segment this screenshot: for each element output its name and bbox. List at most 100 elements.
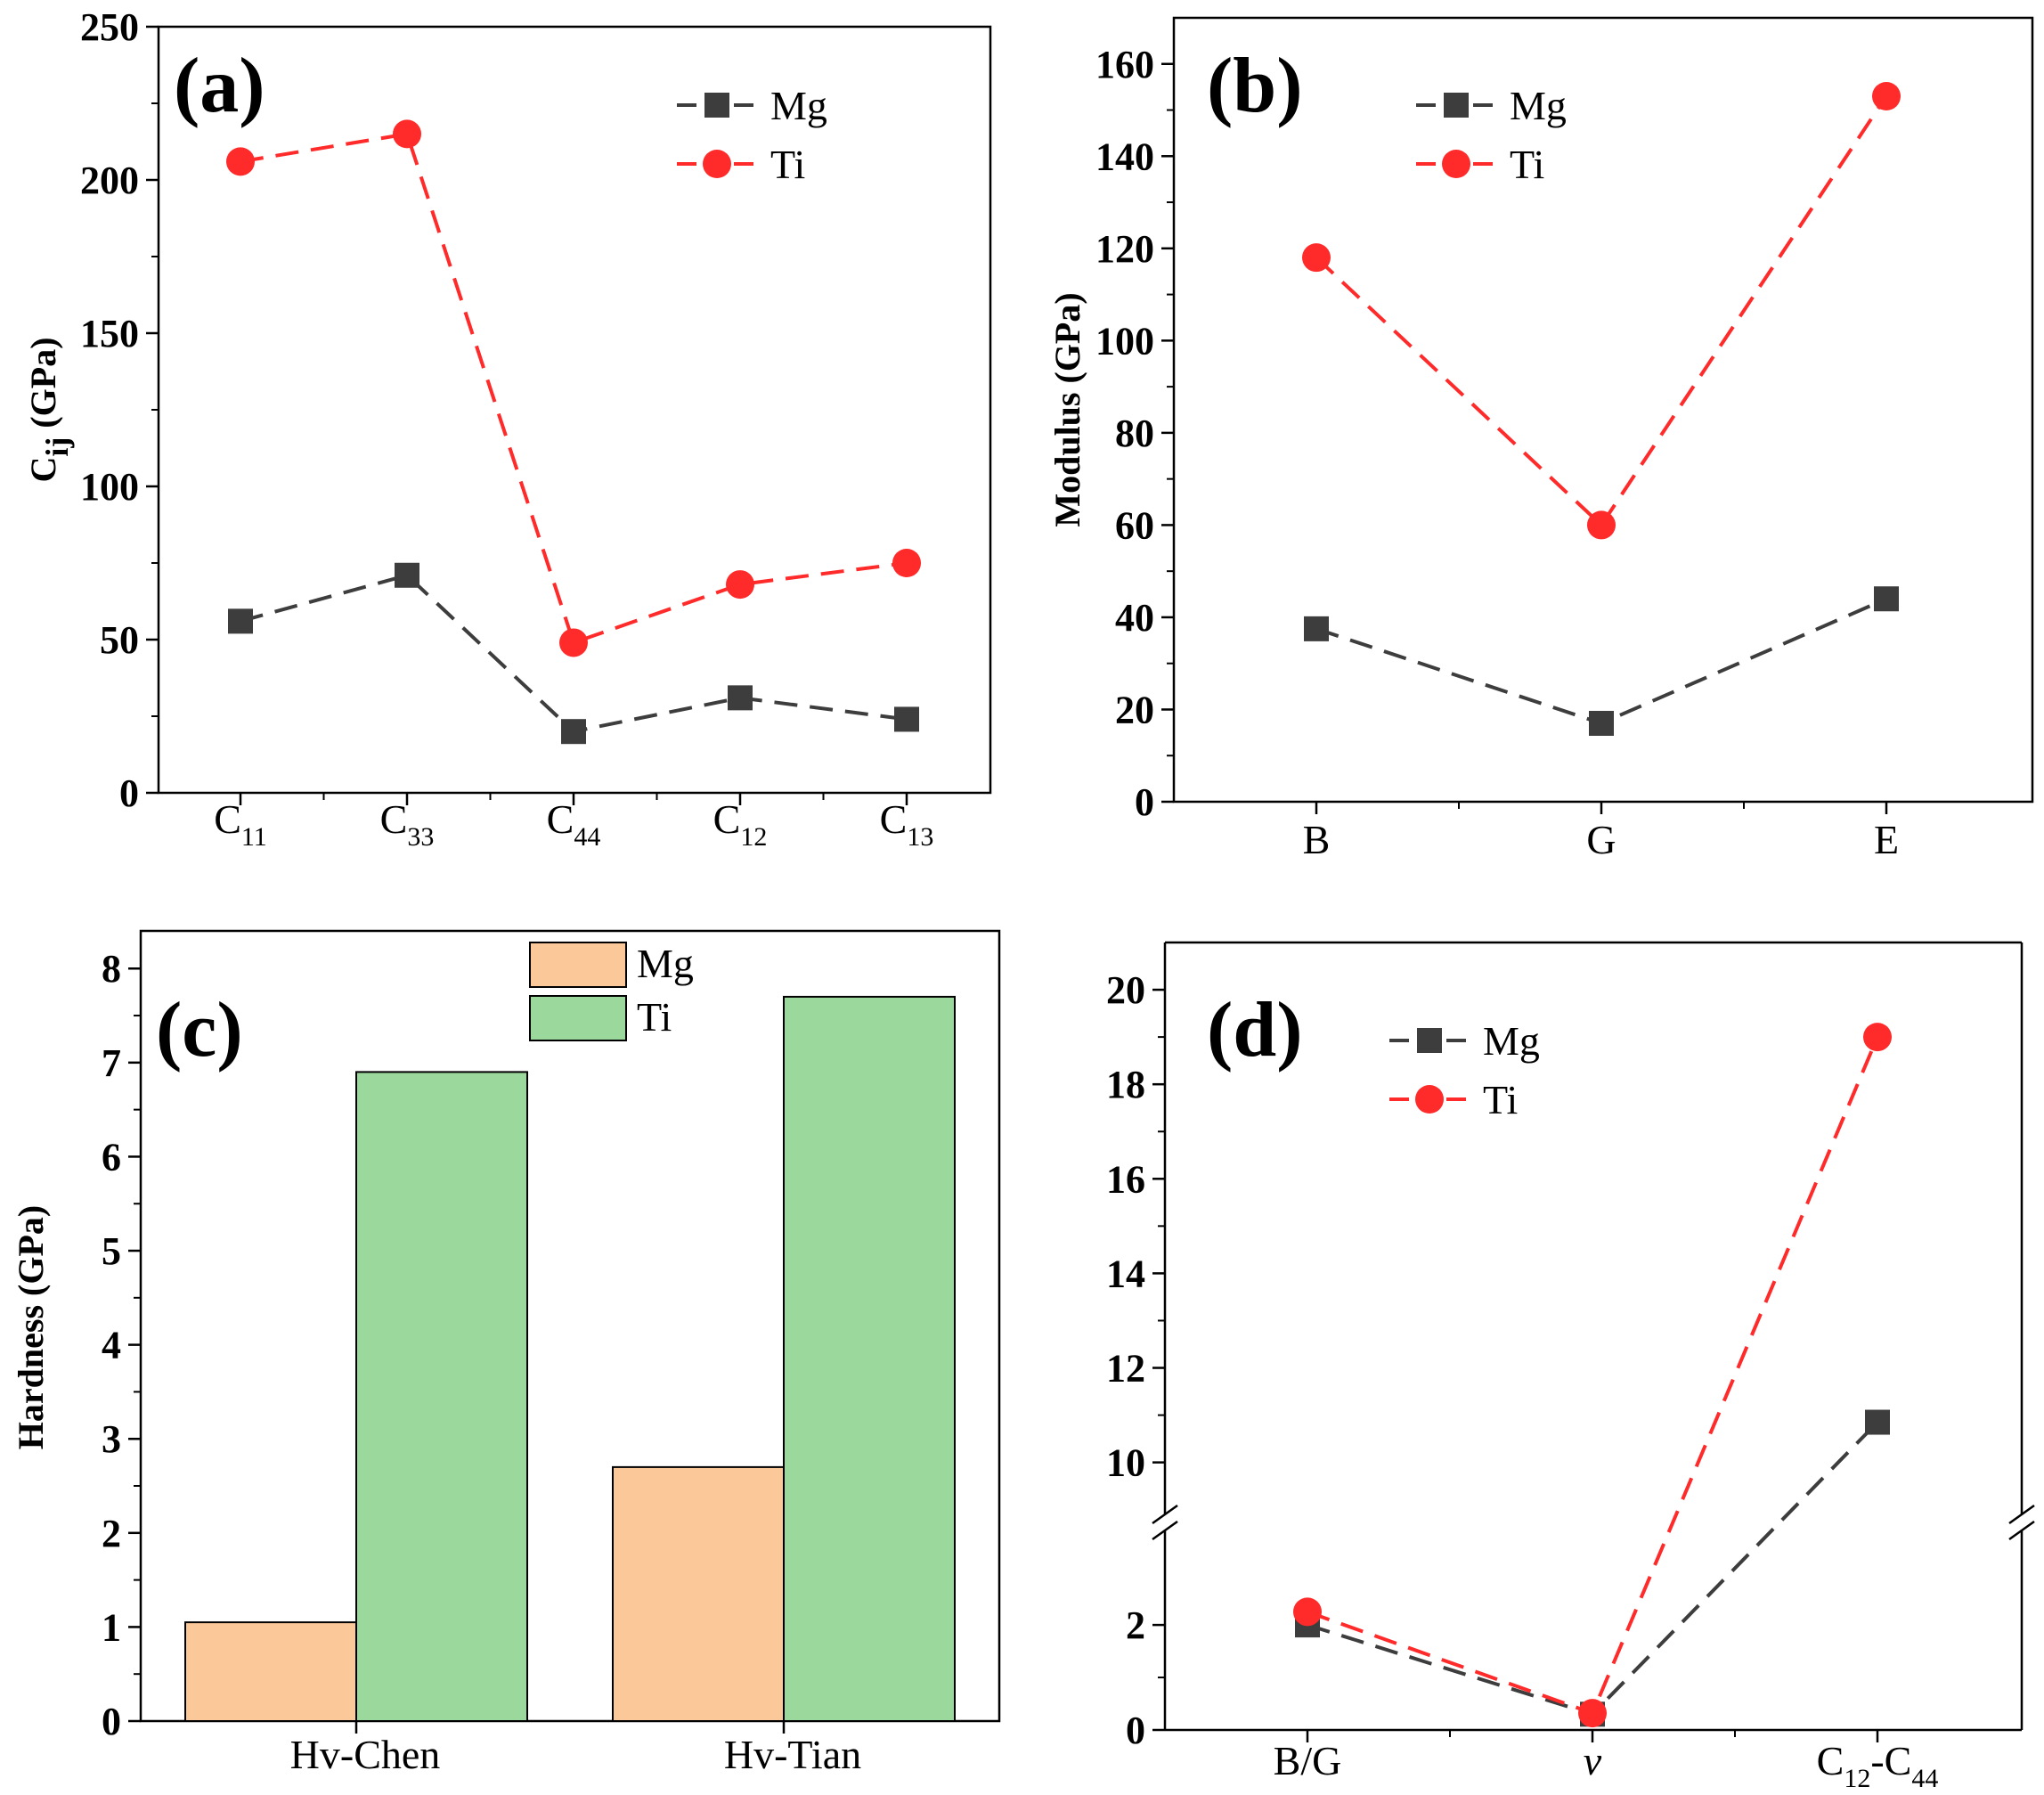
x-tick-label-sub2: 44 (1911, 1764, 1938, 1793)
plot-frame (1172, 16, 2034, 804)
legend-marker-mg (704, 93, 729, 118)
data-point-mg (728, 685, 753, 711)
x-tick-label: B (1303, 817, 1331, 862)
y-tick-label: 2 (102, 1512, 121, 1555)
legend-label-mg: Mg (1483, 1018, 1540, 1064)
panel-c: 0 1 2 3 4 5 6 7 8 Hv-Chen Hv-Tian Hardness (GPa) (c)… (11, 929, 1001, 1777)
data-point-mg (1589, 711, 1614, 736)
x-tick-label-main: C (380, 796, 408, 842)
x-tick-label-main: C (214, 796, 241, 842)
data-point-ti (559, 628, 588, 657)
y-tick-label: 0 (102, 1700, 121, 1743)
x-tick-label-sub: 44 (574, 822, 600, 852)
x-tick-label-sub: 13 (907, 822, 933, 852)
x-tick-label-sub: 11 (241, 822, 267, 852)
x-tick-label-main: C (880, 796, 908, 842)
y-tick-label: 20 (1115, 688, 1154, 731)
y-axis-title-main: C (23, 457, 63, 483)
y-tick-label: 1 (102, 1605, 121, 1649)
bar-ti (783, 995, 956, 1722)
x-tick-label: C33 (380, 796, 435, 852)
y-tick-label: 40 (1115, 596, 1154, 640)
series-line-ti (1307, 1036, 1879, 1716)
x-tick-label: C44 (547, 796, 601, 852)
legend-marker-ti (1415, 1085, 1444, 1114)
data-point-ti (226, 147, 255, 176)
x-tick-label-sub: 12 (740, 822, 767, 852)
y-tick-label: 4 (102, 1324, 121, 1367)
x-tick-label-main: B/G (1274, 1738, 1342, 1783)
y-axis-title-sub: ij (39, 437, 75, 457)
y-tick-label: 0 (119, 771, 139, 815)
x-tick-label-main: C (713, 796, 741, 842)
y-tick-label: 0 (1135, 780, 1154, 824)
legend-label-ti: Ti (1510, 142, 1544, 187)
data-point-ti (1587, 510, 1616, 540)
y-tick-label: 10 (1106, 1441, 1145, 1485)
y-tick-label: 3 (102, 1417, 121, 1461)
panel-label-c: (c) (156, 987, 243, 1073)
data-point-ti (726, 570, 754, 600)
y-tick-label: 0 (1126, 1709, 1145, 1752)
y-tick-label: 150 (80, 312, 139, 355)
y-tick-label: 20 (1106, 968, 1145, 1012)
x-tick-label-sub: 33 (407, 822, 434, 852)
x-tick-label: C12 (713, 796, 768, 852)
x-tick-label: C13 (880, 796, 934, 852)
plot-frame (157, 25, 992, 795)
x-tick-label-sub: 12 (1844, 1764, 1870, 1793)
y-tick-label: 14 (1106, 1252, 1145, 1295)
y-tick-label: 80 (1115, 412, 1154, 455)
axis-break-mark (2008, 1520, 2035, 1541)
legend-marker-mg (1444, 93, 1469, 118)
legend-label-mg: Mg (1510, 83, 1567, 128)
series-line-ti (1315, 94, 1888, 528)
x-tick-label-post: -C (1870, 1738, 1911, 1783)
y-tick-label: 50 (100, 618, 139, 662)
legend-label-ti: Ti (770, 142, 805, 187)
data-point-mg (1865, 1409, 1890, 1435)
y-tick-label: 140 (1095, 135, 1154, 178)
y-tick-label: 100 (80, 465, 139, 509)
x-tick-label: C11 (214, 796, 267, 852)
x-tick-label: Hv-Tian (724, 1732, 861, 1777)
y-axis-title-unit: (GPa) (23, 337, 63, 437)
data-point-mg (1304, 616, 1329, 641)
x-tick-label: v (1584, 1738, 1602, 1783)
y-axis-title: Hardness (GPa) (11, 1205, 51, 1449)
data-point-ti (1302, 243, 1331, 273)
bar-mg (612, 1465, 785, 1722)
x-tick-label: B/G (1274, 1738, 1342, 1783)
data-point-ti (1863, 1023, 1892, 1052)
legend-swatch-ti (529, 995, 627, 1041)
data-point-ti (393, 119, 421, 149)
x-tick-label: C12-C44 (1817, 1738, 1939, 1793)
legend-marker-ti (703, 150, 731, 178)
bar-ti (355, 1071, 528, 1722)
series-line-mg (1307, 1421, 1879, 1717)
legend-label-ti: Ti (637, 994, 672, 1040)
panel-label-b: (b) (1207, 43, 1303, 129)
series-line-mg (1315, 597, 1887, 726)
y-tick-label: 250 (80, 5, 139, 49)
x-tick-label: G (1586, 817, 1616, 862)
y-axis-title: Modulus (GPa) (1047, 292, 1087, 526)
x-tick-label: E (1874, 817, 1899, 862)
data-point-mg (395, 562, 419, 588)
data-point-ti (1293, 1597, 1322, 1627)
y-tick-label: 12 (1106, 1347, 1145, 1391)
x-tick-label-main: C (547, 796, 574, 842)
data-point-ti (1872, 82, 1901, 110)
y-tick-label: 2 (1126, 1603, 1145, 1647)
x-tick-label-main: C (1817, 1738, 1844, 1783)
legend-marker-ti (1442, 150, 1470, 178)
plot-frame (139, 929, 1001, 1723)
legend-label-mg: Mg (637, 941, 694, 986)
axis-break-mark (2008, 1504, 2035, 1525)
panel-label-a: (a) (174, 43, 265, 129)
panel-label-d: (d) (1207, 987, 1303, 1073)
y-tick-label: 160 (1095, 43, 1154, 86)
data-point-mg (561, 719, 586, 745)
legend-label-mg: Mg (770, 83, 827, 128)
